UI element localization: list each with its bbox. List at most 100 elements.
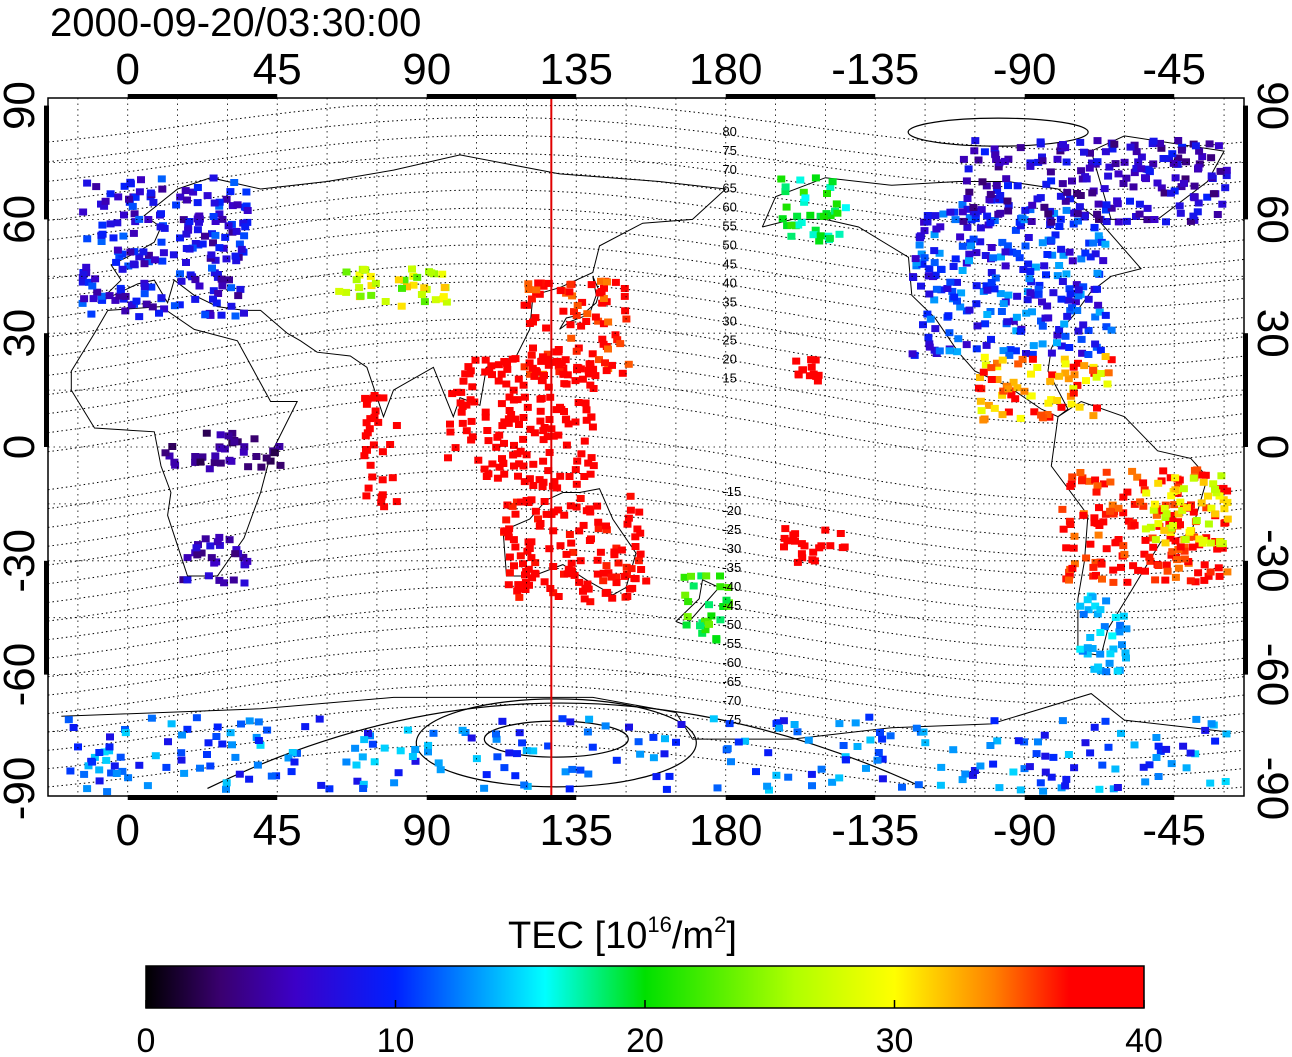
tec-pixel xyxy=(1068,473,1077,481)
tec-pixel xyxy=(125,195,133,203)
tec-pixel xyxy=(1093,158,1102,166)
tec-pixel xyxy=(661,735,669,743)
tec-pixel xyxy=(1091,602,1100,610)
tec-pixel xyxy=(1043,302,1052,310)
tec-pixel xyxy=(498,717,507,725)
tec-pixel xyxy=(1079,321,1088,329)
tec-pixel xyxy=(1093,610,1102,618)
tec-pixel xyxy=(1062,775,1071,783)
tec-pixel xyxy=(386,441,395,448)
tec-pixel xyxy=(1122,654,1130,662)
tec-pixel xyxy=(602,367,611,375)
tec-pixel xyxy=(183,576,192,584)
tec-pixel xyxy=(270,449,279,457)
tec-pixel xyxy=(537,395,546,402)
tec-pixel xyxy=(1004,202,1013,210)
tec-pixel xyxy=(696,622,704,630)
tec-pixel xyxy=(965,306,974,314)
tec-pixel xyxy=(1012,313,1021,321)
tec-pixel xyxy=(1070,764,1079,772)
tec-pixel xyxy=(568,292,577,300)
tec-pixel xyxy=(1162,561,1171,569)
tec-pixel xyxy=(990,404,999,412)
tec-pixel xyxy=(1151,536,1160,544)
tec-pixel xyxy=(1102,218,1111,225)
tec-pixel xyxy=(958,242,967,250)
tec-pixel xyxy=(526,370,534,378)
tec-pixel xyxy=(183,725,192,733)
tec-pixel xyxy=(284,754,293,762)
tec-pixel xyxy=(1053,155,1062,163)
tec-pixel xyxy=(1058,717,1067,725)
tec-pixel xyxy=(1129,562,1138,570)
tec-pixel xyxy=(510,462,518,470)
tec-pixel xyxy=(930,346,939,354)
tec-pixel xyxy=(542,324,551,332)
tec-pixel xyxy=(95,777,104,785)
contour-label: 55 xyxy=(722,219,736,234)
tec-pixel xyxy=(530,429,539,437)
tec-pixel xyxy=(193,226,202,234)
tec-pixel xyxy=(862,764,870,772)
tec-pixel xyxy=(965,214,974,222)
tec-pixel xyxy=(127,301,136,309)
tec-pixel xyxy=(1091,476,1100,484)
tec-pixel xyxy=(532,286,541,294)
tec-pixel xyxy=(110,762,119,770)
tec-pixel xyxy=(787,232,796,240)
tec-pixel xyxy=(1066,195,1075,203)
tec-pixel xyxy=(1130,169,1139,177)
tec-pixel xyxy=(185,218,194,225)
tec-pixel xyxy=(1162,745,1171,753)
tec-pixel xyxy=(505,749,514,757)
tec-pixel xyxy=(367,282,376,290)
tec-pixel xyxy=(157,238,166,246)
tec-pixel xyxy=(1203,193,1212,201)
tec-pixel xyxy=(544,361,553,369)
tec-pixel xyxy=(1206,779,1215,787)
tec-pixel xyxy=(464,363,473,371)
tec-pixel xyxy=(557,405,566,413)
tec-pixel xyxy=(1048,251,1057,259)
tec-pixel xyxy=(97,292,106,300)
tec-pixel xyxy=(588,423,597,431)
tec-pixel xyxy=(467,417,476,425)
tec-pixel xyxy=(1083,650,1092,658)
tec-pixel xyxy=(355,271,364,279)
tec-pixel xyxy=(637,566,646,573)
tec-pixel xyxy=(1214,564,1223,572)
tec-pixel xyxy=(1141,567,1149,575)
tec-pixel xyxy=(582,416,591,424)
tec-pixel xyxy=(210,559,219,567)
tec-pixel xyxy=(1204,520,1213,528)
lon-tick-label-top: -45 xyxy=(1142,45,1206,94)
tec-pixel xyxy=(213,538,222,546)
contour-label: 45 xyxy=(722,257,736,272)
tec-pixel xyxy=(1047,236,1056,244)
tec-pixel xyxy=(519,462,528,470)
tec-pixel xyxy=(937,286,946,294)
tec-pixel xyxy=(1167,760,1176,768)
tec-pixel xyxy=(1013,384,1022,392)
tec-pixel xyxy=(604,345,612,353)
tec-pixel xyxy=(1009,378,1018,386)
tec-pixel xyxy=(1123,578,1132,586)
tec-pixel xyxy=(1073,307,1082,314)
tec-pixel xyxy=(228,741,236,749)
tec-pixel xyxy=(1042,271,1050,279)
tec-pixel xyxy=(1009,317,1018,325)
tec-pixel xyxy=(1207,172,1216,180)
tec-pixel xyxy=(1065,576,1073,584)
tec-pixel xyxy=(218,215,227,223)
tec-pixel xyxy=(424,741,433,749)
tec-pixel xyxy=(1061,782,1070,790)
tec-pixel xyxy=(1181,175,1190,183)
tec-pixel xyxy=(1197,499,1206,507)
tec-pixel xyxy=(182,245,191,252)
tec-pixel xyxy=(440,283,449,291)
tec-pixel xyxy=(1201,471,1210,479)
tec-pixel xyxy=(157,294,166,302)
tec-pixel xyxy=(210,269,219,277)
tec-pixel xyxy=(1119,493,1128,501)
colorbar-tick-label: 40 xyxy=(1125,1022,1163,1057)
